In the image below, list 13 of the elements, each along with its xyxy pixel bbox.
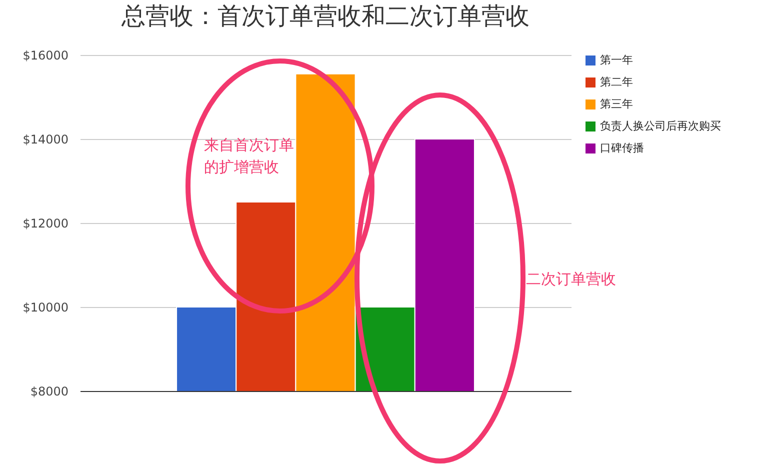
y-tick-label: $12000 (22, 216, 68, 230)
legend-label: 第二年 (600, 76, 633, 88)
y-tick-label: $16000 (22, 48, 68, 62)
chart-title: 总营收：首次订单营收和二次订单营收 (120, 2, 530, 30)
y-tick-label: $8000 (30, 384, 68, 398)
legend-label: 第一年 (600, 54, 633, 66)
legend-label: 负责人换公司后再次购买 (600, 120, 721, 132)
y-tick-label: $10000 (22, 300, 68, 314)
legend-label: 第三年 (600, 98, 633, 110)
annotation: 来自首次订单的扩增营收 (204, 136, 294, 176)
annotation: 二次订单营收 (526, 270, 616, 288)
legend-label: 口碑传播 (600, 142, 644, 154)
y-tick-label: $14000 (22, 132, 68, 146)
